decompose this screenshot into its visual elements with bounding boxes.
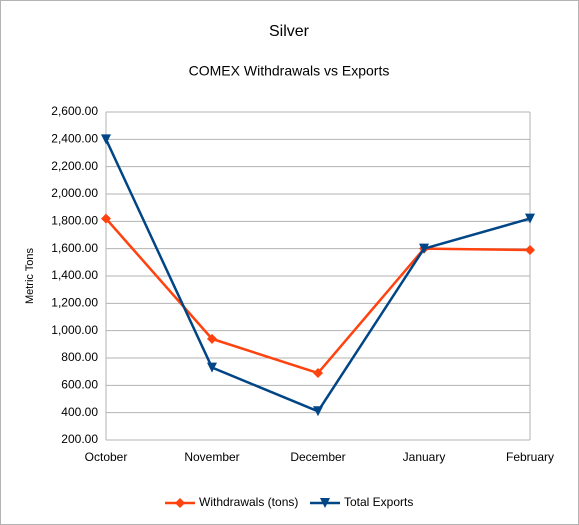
y-axis-label: Metric Tons — [24, 247, 36, 304]
legend-label: Withdrawals (tons) — [199, 495, 298, 509]
y-tick-label: 2,000.00 — [51, 186, 98, 200]
y-tick-label: 1,400.00 — [51, 268, 98, 282]
chart-subtitle: COMEX Withdrawals vs Exports — [189, 63, 390, 79]
x-tick-label: December — [290, 450, 345, 464]
y-tick-label: 1,000.00 — [51, 323, 98, 337]
legend-marker — [175, 498, 185, 508]
marker — [313, 406, 323, 417]
y-tick-label: 1,800.00 — [51, 214, 98, 228]
marker — [101, 134, 111, 145]
legend-label: Total Exports — [344, 495, 413, 509]
marker — [419, 243, 429, 254]
y-tick-label: 2,600.00 — [51, 104, 98, 118]
x-tick-label: November — [184, 450, 239, 464]
marker — [207, 362, 217, 373]
y-tick-label: 1,600.00 — [51, 241, 98, 255]
y-tick-label: 1,200.00 — [51, 296, 98, 310]
marker — [313, 368, 323, 379]
chart-title: Silver — [269, 23, 310, 40]
legend-marker — [320, 498, 330, 508]
marker — [101, 213, 111, 224]
y-tick-label: 200.00 — [61, 432, 98, 446]
marker — [525, 245, 535, 256]
y-tick-label: 600.00 — [61, 378, 98, 392]
marker — [207, 333, 217, 344]
y-tick-label: 2,400.00 — [51, 132, 98, 146]
marker — [525, 213, 535, 224]
x-tick-label: October — [85, 450, 128, 464]
x-tick-label: February — [506, 450, 554, 464]
y-tick-label: 2,200.00 — [51, 159, 98, 173]
x-tick-label: January — [403, 450, 446, 464]
y-tick-label: 800.00 — [61, 350, 98, 364]
y-tick-label: 400.00 — [61, 405, 98, 419]
